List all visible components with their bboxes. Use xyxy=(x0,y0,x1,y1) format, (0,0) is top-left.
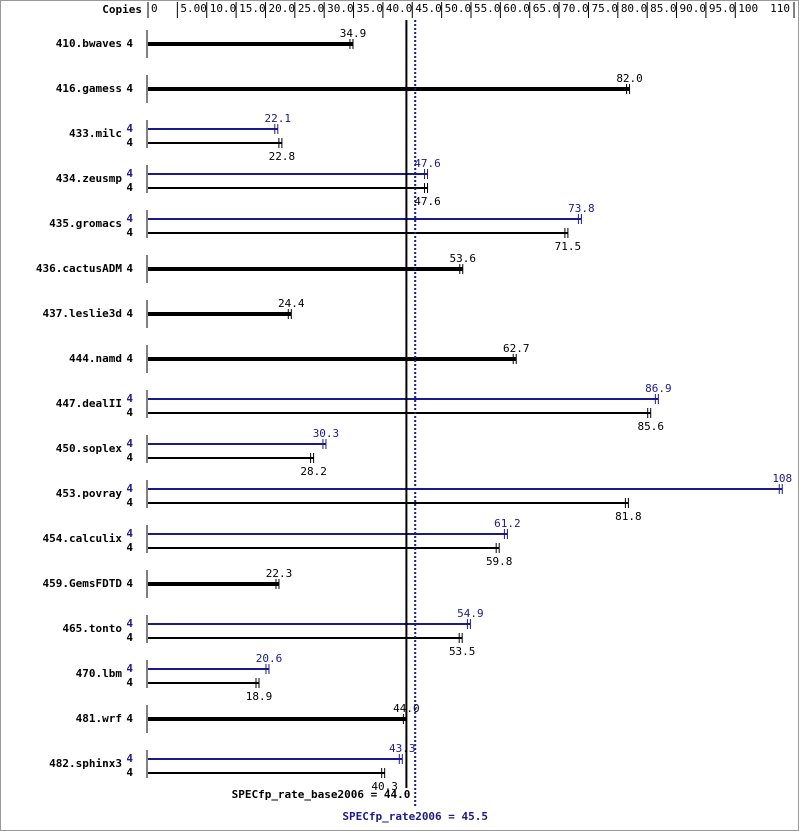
value-label: 47.6 xyxy=(414,157,441,170)
benchmark-label: 470.lbm xyxy=(76,667,123,680)
value-label: 81.8 xyxy=(615,510,642,523)
benchmark-label: 447.dealII xyxy=(56,397,122,410)
copies-label: 4 xyxy=(126,482,133,495)
copies-label: 4 xyxy=(126,262,133,275)
copies-label: 4 xyxy=(126,496,133,509)
value-label: 20.6 xyxy=(256,652,283,665)
x-tick-label: 55.0 xyxy=(474,2,501,15)
benchmark-label: 416.gamess xyxy=(56,82,122,95)
copies-label: 4 xyxy=(126,122,133,135)
copies-label: 4 xyxy=(126,527,133,540)
value-label: 30.3 xyxy=(313,427,340,440)
copies-label: 4 xyxy=(126,392,133,405)
benchmark-label: 465.tonto xyxy=(62,622,122,635)
x-tick-label: 5.00 xyxy=(180,2,207,15)
copies-label: 4 xyxy=(126,676,133,689)
x-tick-label: 90.0 xyxy=(680,2,707,15)
x-tick-label: 50.0 xyxy=(445,2,472,15)
copies-label: 4 xyxy=(126,167,133,180)
copies-label: 4 xyxy=(126,617,133,630)
x-tick-label: 45.0 xyxy=(415,2,442,15)
x-tick-label: 35.0 xyxy=(357,2,384,15)
benchmark-label: 436.cactusADM xyxy=(36,262,122,275)
x-tick-label: 25.0 xyxy=(298,2,325,15)
x-tick-label: 15.0 xyxy=(239,2,266,15)
value-label: 108 xyxy=(772,472,792,485)
value-label: 28.2 xyxy=(300,465,327,478)
copies-label: 4 xyxy=(126,82,133,95)
value-label: 53.6 xyxy=(450,252,477,265)
copies-label: 4 xyxy=(126,662,133,675)
copies-label: 4 xyxy=(126,577,133,590)
x-tick-label: 30.0 xyxy=(327,2,354,15)
x-tick-label: 0 xyxy=(151,2,158,15)
value-label: 18.9 xyxy=(246,690,273,703)
copies-label: 4 xyxy=(126,437,133,450)
copies-label: 4 xyxy=(126,37,133,50)
copies-label: 4 xyxy=(126,631,133,644)
value-label: 22.8 xyxy=(269,150,296,163)
x-tick-label: 85.0 xyxy=(650,2,677,15)
value-label: 34.9 xyxy=(340,27,367,40)
reference-label: SPECfp_rate2006 = 45.5 xyxy=(342,810,488,823)
copies-label: 4 xyxy=(126,307,133,320)
copies-label: 4 xyxy=(126,352,133,365)
benchmark-label: 459.GemsFDTD xyxy=(43,577,123,590)
value-label: 43.3 xyxy=(389,742,416,755)
benchmark-label: 435.gromacs xyxy=(49,217,122,230)
value-label: 22.3 xyxy=(266,567,293,580)
copies-label: 4 xyxy=(126,712,133,725)
benchmark-label: 453.povray xyxy=(56,487,123,500)
copies-label: 4 xyxy=(126,136,133,149)
value-label: 73.8 xyxy=(568,202,595,215)
x-tick-label: 60.0 xyxy=(503,2,530,15)
value-label: 61.2 xyxy=(494,517,521,530)
value-label: 47.6 xyxy=(414,195,441,208)
value-label: 59.8 xyxy=(486,555,513,568)
copies-header: Copies xyxy=(102,3,142,16)
benchmark-label: 410.bwaves xyxy=(56,37,122,50)
copies-label: 4 xyxy=(126,406,133,419)
value-label: 82.0 xyxy=(616,72,643,85)
x-tick-label: 20.0 xyxy=(268,2,295,15)
benchmark-label: 454.calculix xyxy=(43,532,123,545)
benchmark-label: 481.wrf xyxy=(76,712,122,725)
x-tick-label: 75.0 xyxy=(591,2,618,15)
copies-label: 4 xyxy=(126,766,133,779)
benchmark-label: 437.leslie3d xyxy=(43,307,122,320)
reference-label: SPECfp_rate_base2006 = 44.0 xyxy=(232,788,411,801)
copies-label: 4 xyxy=(126,226,133,239)
copies-label: 4 xyxy=(126,181,133,194)
x-tick-label: 95.0 xyxy=(709,2,736,15)
value-label: 40.3 xyxy=(371,780,398,793)
x-tick-label: 40.0 xyxy=(386,2,413,15)
value-label: 53.5 xyxy=(449,645,476,658)
benchmark-label: 434.zeusmp xyxy=(56,172,123,185)
benchmark-label: 444.namd xyxy=(69,352,122,365)
value-label: 22.1 xyxy=(265,112,292,125)
benchmark-label: 450.soplex xyxy=(56,442,123,455)
x-tick-label: 110 xyxy=(770,2,790,15)
benchmark-label: 482.sphinx3 xyxy=(49,757,122,770)
copies-label: 4 xyxy=(126,752,133,765)
copies-label: 4 xyxy=(126,212,133,225)
x-tick-label: 100 xyxy=(738,2,758,15)
x-tick-label: 10.0 xyxy=(210,2,237,15)
value-label: 71.5 xyxy=(555,240,582,253)
value-label: 85.6 xyxy=(637,420,664,433)
benchmark-label: 433.milc xyxy=(69,127,122,140)
x-tick-label: 80.0 xyxy=(621,2,648,15)
value-label: 24.4 xyxy=(278,297,305,310)
x-tick-label: 65.0 xyxy=(533,2,560,15)
copies-label: 4 xyxy=(126,451,133,464)
value-label: 54.9 xyxy=(457,607,484,620)
x-tick-label: 70.0 xyxy=(562,2,589,15)
value-label: 86.9 xyxy=(645,382,672,395)
value-label: 62.7 xyxy=(503,342,530,355)
copies-label: 4 xyxy=(126,541,133,554)
